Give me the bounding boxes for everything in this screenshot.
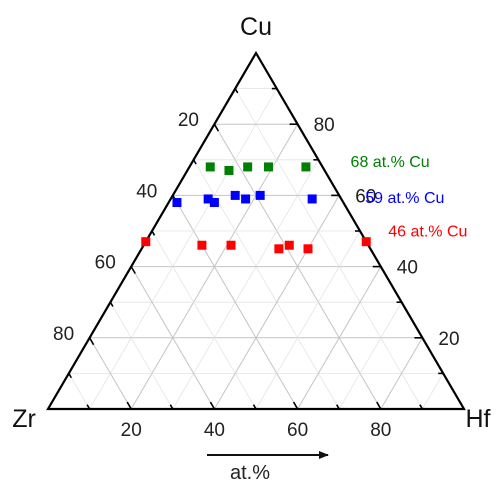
grid-line-hf-80 [380, 337, 423, 410]
tick-label-right: 20 [438, 329, 459, 350]
data-point-series-2-5 [241, 194, 251, 204]
data-point-series-3-6 [303, 244, 313, 254]
data-point-series-2-2 [203, 194, 213, 204]
tick-mark-bottom-80 [376, 401, 382, 410]
tick-label-right: 80 [314, 115, 335, 136]
tick-label-bottom: 60 [287, 420, 308, 441]
grid-line-zr-30 [193, 159, 340, 410]
grid-line-zr-70 [110, 301, 174, 410]
grid-line-zr-50 [151, 230, 257, 410]
series-label-1: 68 at.% Cu [351, 154, 430, 171]
data-point-series-1-3 [243, 162, 253, 172]
tick-mark-left-70 [109, 301, 114, 307]
tick-mark-bottom-20 [126, 401, 132, 410]
data-point-series-2-4 [230, 190, 240, 200]
tick-mark-left-80 [88, 337, 95, 346]
vertex-label-top: Cu [240, 13, 272, 41]
data-point-series-2-1 [172, 198, 182, 208]
tick-marks [68, 87, 444, 410]
grid-line-zr-10 [234, 88, 423, 410]
tick-mark-bottom-90 [419, 404, 424, 410]
data-point-series-1-4 [263, 162, 273, 172]
data-point-series-2-3 [209, 198, 219, 208]
tick-mark-left-10 [234, 88, 239, 94]
tick-mark-bottom-30 [169, 404, 174, 410]
data-point-series-1-2 [224, 165, 234, 175]
data-points [141, 162, 371, 254]
axis-unit-label: at.% [230, 462, 270, 484]
data-point-series-3-3 [226, 240, 236, 250]
data-point-series-2-6 [255, 190, 265, 200]
grid-line-hf-30 [172, 159, 319, 410]
tick-mark-bottom-50 [252, 404, 257, 410]
tick-mark-left-90 [68, 372, 72, 379]
grid-line-zr-60 [130, 266, 215, 410]
tick-label-left: 80 [53, 324, 74, 345]
grid-line-hf-50 [255, 230, 361, 410]
tick-label-left: 40 [136, 181, 157, 202]
data-point-series-2-7 [307, 194, 317, 204]
data-point-series-1-1 [205, 162, 215, 172]
tick-labels: 20 20 20 40 40 40 60 60 60 80 80 80 [53, 110, 460, 441]
tick-label-right: 60 [355, 186, 376, 207]
grid-line-zr-90 [68, 373, 90, 410]
series-labels: 68 at.% Cu 59 at.% Cu 46 at.% Cu [351, 154, 468, 241]
grid-line-hf-10 [89, 88, 278, 410]
tick-label-right: 40 [397, 258, 418, 279]
tick-label-left: 20 [178, 110, 199, 131]
vertex-label-right: Hf [466, 405, 491, 433]
tick-mark-bottom-40 [209, 401, 216, 410]
tick-label-bottom: 80 [370, 420, 391, 441]
tick-mark-left-60 [130, 266, 136, 274]
tick-label-bottom: 40 [204, 420, 225, 441]
ternary-grid [68, 88, 444, 410]
data-point-series-3-2 [197, 240, 207, 250]
tick-label-left: 60 [95, 253, 116, 274]
data-point-series-1-5 [301, 162, 311, 172]
tick-mark-bottom-70 [336, 404, 340, 410]
grid-line-hf-90 [422, 373, 444, 410]
grid-line-hf-70 [338, 301, 402, 410]
series-label-3: 46 at.% Cu [388, 224, 467, 241]
tick-mark-left-30 [192, 159, 197, 165]
tick-mark-left-20 [213, 123, 220, 132]
data-point-series-3-5 [284, 240, 294, 250]
vertex-label-left: Zr [12, 405, 36, 433]
tick-label-bottom: 20 [121, 420, 142, 441]
grid-line-zr-80 [89, 337, 132, 410]
data-point-series-3-4 [274, 244, 284, 254]
tick-mark-left-50 [151, 230, 156, 236]
tick-mark-bottom-10 [86, 404, 91, 410]
data-point-series-3-7 [361, 237, 371, 247]
series-label-2: 59 at.% Cu [365, 190, 444, 207]
data-point-series-3-1 [141, 237, 151, 247]
tick-mark-bottom-60 [292, 401, 299, 410]
grid-line-hf-60 [297, 266, 382, 410]
